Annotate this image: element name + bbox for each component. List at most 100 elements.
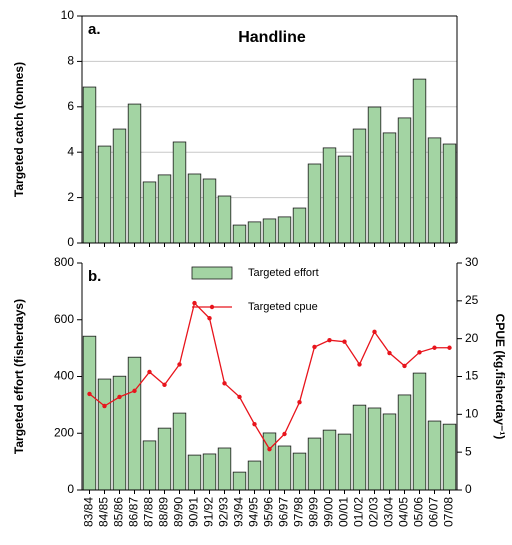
x-tick-label: 91/92	[202, 497, 216, 527]
x-tick-label: 93/94	[232, 497, 246, 527]
bar	[262, 218, 277, 244]
bar	[187, 454, 202, 491]
x-tick-label: 83/84	[82, 497, 96, 527]
x-tick-label: 04/05	[397, 497, 411, 527]
legend-label: Targeted cpue	[248, 301, 318, 313]
y-tick-label: 6	[67, 99, 74, 113]
bar	[142, 440, 157, 491]
bar	[427, 420, 442, 491]
x-tick-label: 01/02	[352, 497, 366, 527]
x-tick-label: 95/96	[262, 497, 276, 527]
bar	[232, 471, 247, 491]
y-tick-label: 8	[67, 54, 74, 68]
bar	[367, 106, 382, 244]
bar	[232, 224, 247, 244]
x-tick-label: 94/95	[247, 497, 261, 527]
x-tick-label: 89/90	[172, 497, 186, 527]
bar	[307, 437, 322, 491]
bar	[127, 103, 142, 244]
bar	[427, 137, 442, 244]
cpue-point	[387, 350, 392, 356]
cpue-point	[132, 388, 137, 394]
cpue-point	[237, 394, 242, 400]
bar	[172, 412, 187, 491]
bar	[367, 407, 382, 491]
cpue-point	[312, 344, 317, 350]
cpue-point	[297, 400, 302, 405]
legend-label: Targeted effort	[248, 267, 319, 279]
y2-tick-label: 15	[465, 369, 479, 383]
bar	[202, 178, 217, 244]
cpue-point	[327, 337, 332, 343]
cpue-point	[147, 369, 152, 375]
cpue-point	[102, 403, 107, 409]
bar	[352, 128, 367, 244]
y-tick-label: 4	[67, 144, 74, 158]
bar	[442, 143, 457, 244]
cpue-point	[447, 345, 452, 350]
y2-tick-label: 20	[465, 331, 479, 345]
x-tick-label: 00/01	[337, 497, 351, 527]
panel-label: a.	[88, 21, 101, 38]
x-tick-label: 87/88	[142, 497, 156, 527]
bar	[442, 423, 457, 491]
cpue-point	[192, 300, 197, 306]
bar	[82, 335, 97, 491]
bar	[157, 174, 172, 244]
bar	[202, 453, 217, 491]
y-tick-label: 0	[67, 482, 74, 496]
x-tick-label: 96/97	[277, 497, 291, 527]
y-tick-label: 2	[67, 190, 74, 204]
bar	[322, 147, 337, 244]
y-tick-label: 600	[54, 312, 74, 326]
bar	[337, 155, 352, 244]
bar	[172, 141, 187, 244]
cpue-point	[402, 363, 407, 369]
bar	[112, 375, 127, 491]
bar	[412, 78, 427, 244]
y-tick-label: 10	[61, 8, 75, 22]
bar	[127, 356, 142, 491]
bar	[292, 452, 307, 491]
bar	[382, 413, 397, 491]
bar	[247, 460, 262, 491]
cpue-point	[357, 362, 362, 367]
bar	[412, 372, 427, 491]
y-tick-label: 800	[54, 255, 74, 269]
bar	[397, 394, 412, 491]
bar	[97, 145, 112, 244]
bar	[112, 128, 127, 244]
bar	[352, 404, 367, 491]
y2-tick-label: 5	[465, 444, 472, 458]
bar	[82, 86, 97, 244]
bar	[142, 181, 157, 244]
x-tick-label: 99/00	[322, 497, 336, 527]
x-tick-label: 92/93	[217, 497, 231, 527]
y-tick-label: 0	[67, 235, 74, 249]
x-tick-label: 02/03	[367, 497, 381, 527]
y2-tick-label: 0	[465, 482, 472, 496]
bar	[187, 173, 202, 244]
bar	[322, 429, 337, 491]
bar	[247, 221, 262, 244]
y-axis-label: Targeted catch (tonnes)	[12, 62, 26, 197]
cpue-point	[432, 345, 437, 350]
x-tick-label: 98/99	[307, 497, 321, 527]
x-tick-label: 90/91	[187, 497, 201, 527]
bar	[277, 445, 292, 491]
bar	[337, 433, 352, 491]
y-tick-label: 200	[54, 425, 74, 439]
x-tick-label: 84/85	[97, 497, 111, 527]
x-tick-label: 88/89	[157, 497, 171, 527]
y2-tick-label: 30	[465, 255, 479, 269]
y-axis-label: Targeted effort (fisherdays)	[12, 299, 26, 454]
bar	[157, 427, 172, 491]
cpue-point	[267, 446, 272, 452]
x-tick-label: 03/04	[382, 497, 396, 527]
y2-axis-label: CPUE (kg.fisherday⁻¹)	[493, 314, 507, 440]
cpue-point	[252, 421, 257, 427]
cpue-point	[222, 381, 227, 386]
x-tick-label: 07/08	[442, 497, 456, 527]
cpue-point	[342, 339, 347, 344]
